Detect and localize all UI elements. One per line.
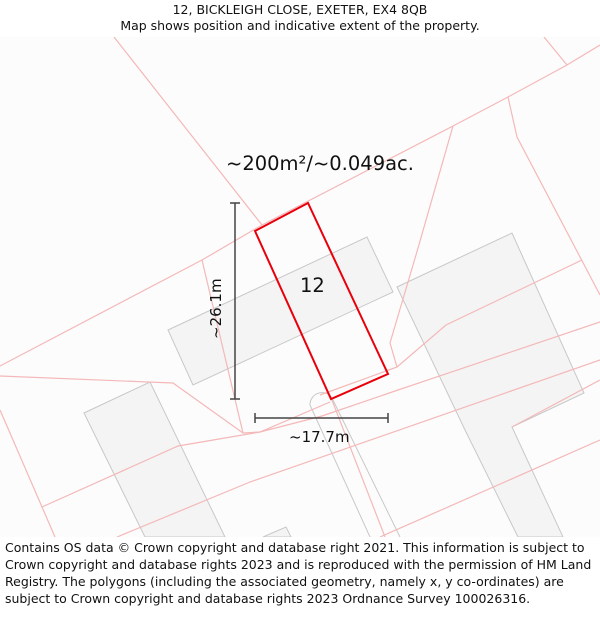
area-label: ~200m²/~0.049ac. xyxy=(226,152,414,175)
road xyxy=(309,392,401,537)
map-subtitle: Map shows position and indicative extent… xyxy=(120,18,480,33)
width-dimension-label: ~17.7m xyxy=(289,428,350,446)
building-central xyxy=(167,236,394,386)
building-bottom xyxy=(262,526,292,537)
attribution-text: Contains OS data © Crown copyright and d… xyxy=(5,540,592,606)
building-right xyxy=(396,232,585,537)
map-drawing xyxy=(0,37,600,537)
header: 12, BICKLEIGH CLOSE, EXETER, EX4 8QB Map… xyxy=(0,0,600,37)
buildings xyxy=(83,232,585,537)
height-dimension-label: ~26.1m xyxy=(207,278,225,339)
boundary-lines xyxy=(0,37,600,537)
map-canvas[interactable] xyxy=(0,37,600,537)
plot-outline[interactable] xyxy=(253,201,390,401)
property-address: 12, BICKLEIGH CLOSE, EXETER, EX4 8QB xyxy=(172,2,428,17)
plot-number-label: 12 xyxy=(300,274,325,297)
dimension-lines xyxy=(230,202,389,423)
building-lower-left xyxy=(83,381,226,537)
